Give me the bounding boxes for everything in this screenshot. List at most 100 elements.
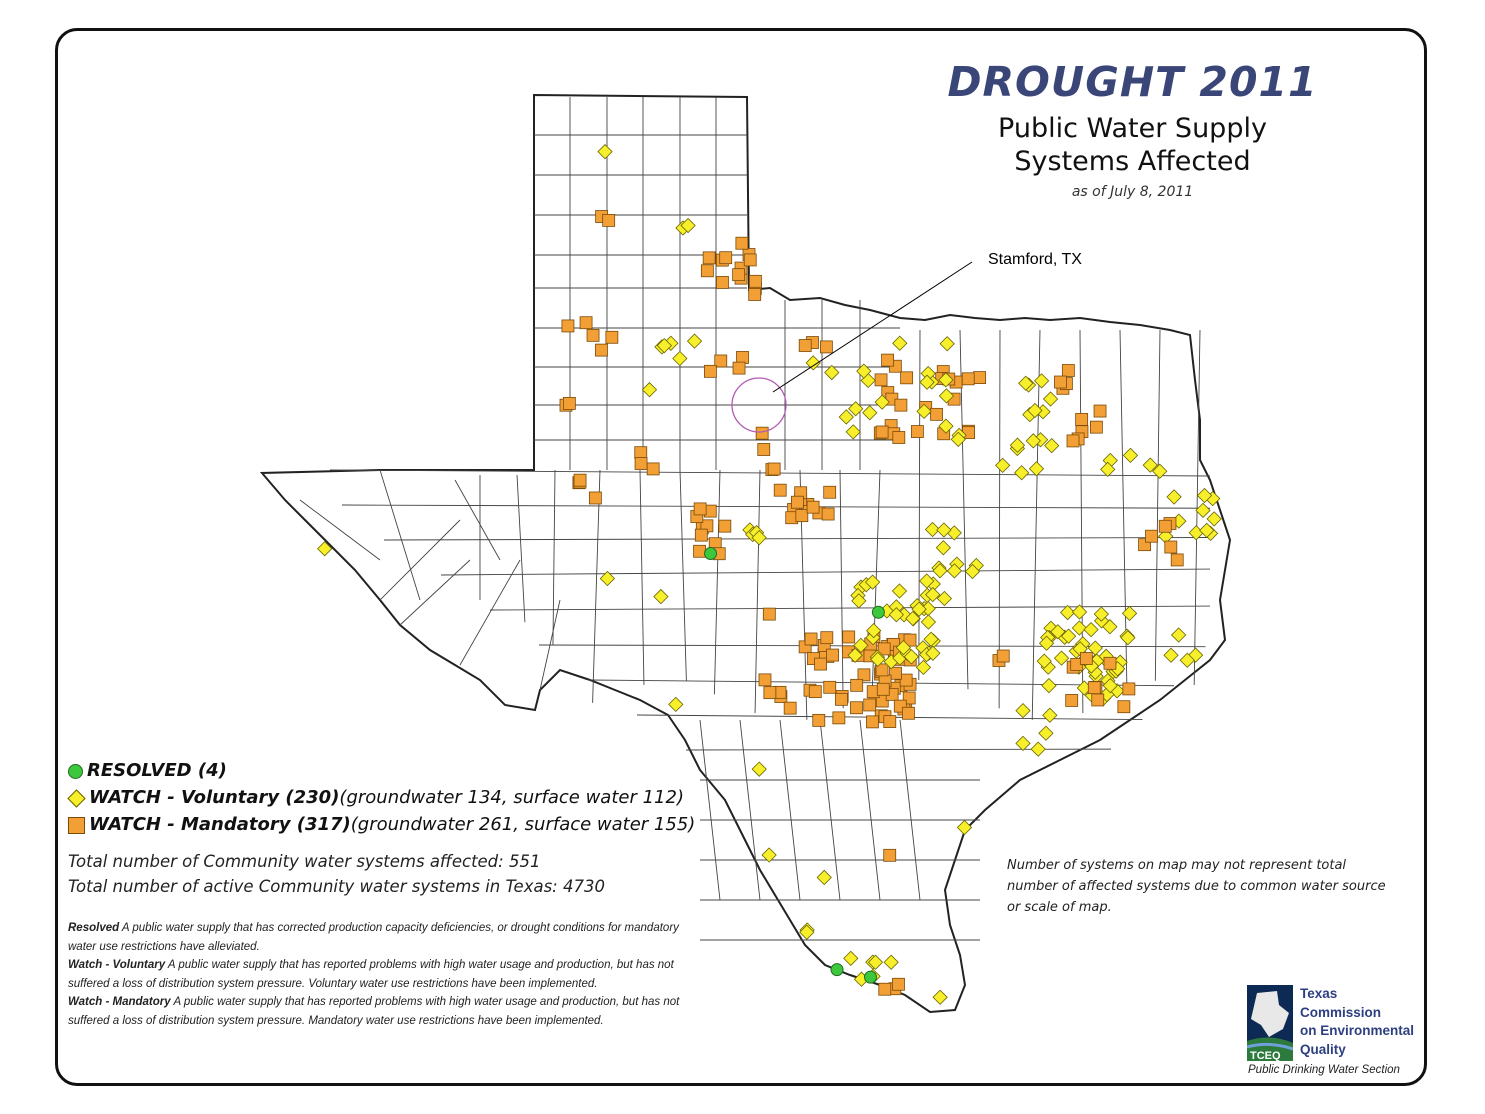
definition-mandatory: Watch - Mandatory A public water supply … bbox=[68, 996, 680, 1027]
voluntary-site-marker bbox=[805, 355, 821, 371]
county-boundary bbox=[779, 719, 801, 901]
mandatory-site-marker bbox=[703, 364, 717, 378]
voluntary-site-marker bbox=[1199, 522, 1215, 539]
mandatory-site-marker bbox=[883, 848, 897, 862]
voluntary-site-marker bbox=[932, 989, 948, 1005]
mandatory-site-marker bbox=[735, 236, 749, 250]
as-of-date: as of July 8, 2011 bbox=[1071, 184, 1194, 200]
voluntary-site-marker bbox=[895, 639, 912, 656]
mandatory-site-marker bbox=[1061, 364, 1075, 377]
mandatory-site-marker bbox=[903, 633, 917, 647]
mandatory-site-marker bbox=[1091, 693, 1105, 707]
mandatory-site-marker bbox=[562, 396, 576, 410]
voluntary-site-marker bbox=[799, 924, 815, 940]
voluntary-site-marker bbox=[903, 649, 920, 665]
mandatory-site-marker bbox=[716, 276, 729, 289]
legend-resolved: RESOLVED (4) bbox=[68, 760, 227, 781]
resolved-site-marker bbox=[871, 605, 885, 619]
voluntary-site-marker bbox=[668, 696, 684, 713]
mandatory-site-marker bbox=[573, 473, 587, 487]
mandatory-site-marker bbox=[602, 213, 616, 227]
voluntary-site-marker bbox=[1053, 650, 1070, 666]
mandatory-site-marker bbox=[605, 330, 619, 344]
legend-voluntary-note: (groundwater 134, surface water 112) bbox=[339, 787, 684, 808]
mandatory-site-marker bbox=[863, 698, 877, 712]
voluntary-site-marker bbox=[1028, 461, 1045, 477]
mandatory-site-marker bbox=[714, 354, 728, 368]
mandatory-site-marker bbox=[823, 485, 837, 499]
voluntary-site-marker bbox=[870, 651, 886, 667]
county-boundary bbox=[489, 605, 1211, 611]
voluntary-site-marker bbox=[923, 631, 939, 647]
mandatory-site-marker bbox=[883, 715, 897, 728]
mandatory-site-marker bbox=[878, 982, 892, 996]
county-boundary bbox=[459, 559, 521, 666]
mandatory-site-marker bbox=[842, 630, 856, 644]
mandatory-site-marker bbox=[821, 507, 835, 521]
stamford-callout-label: Stamford, TX bbox=[988, 251, 1082, 268]
mandatory-site-marker bbox=[875, 425, 889, 439]
mandatory-site-marker bbox=[732, 361, 746, 375]
county-boundary bbox=[1031, 329, 1041, 720]
voluntary-site-marker bbox=[916, 403, 932, 420]
voluntary-site-marker bbox=[883, 954, 899, 970]
mandatory-site-marker bbox=[767, 462, 781, 476]
mandatory-site-marker bbox=[850, 678, 864, 692]
voluntary-site-marker bbox=[1102, 677, 1118, 694]
voluntary-site-marker bbox=[1036, 653, 1052, 669]
voluntary-site-marker bbox=[1206, 511, 1222, 527]
county-boundary bbox=[592, 469, 601, 703]
mandatory-site-marker bbox=[693, 544, 706, 558]
map-subtitle: Public Water Supply Systems Affected bbox=[998, 113, 1267, 177]
voluntary-site-marker bbox=[1195, 502, 1211, 518]
mandatory-site-marker bbox=[823, 680, 837, 694]
mandatory-site-marker bbox=[894, 398, 908, 412]
mandatory-site-marker bbox=[832, 711, 846, 725]
definition-voluntary: Watch - Voluntary A public water supply … bbox=[68, 959, 674, 990]
resolved-site-marker bbox=[864, 970, 878, 984]
stamford-callout-line bbox=[772, 261, 973, 393]
texas-outline bbox=[259, 93, 1232, 1014]
voluntary-site-marker bbox=[938, 388, 955, 404]
voluntary-site-marker bbox=[915, 659, 932, 675]
mandatory-site-marker bbox=[719, 251, 733, 265]
mandatory-site-marker bbox=[1079, 652, 1093, 665]
mandatory-site-marker bbox=[902, 706, 915, 720]
legend-mandatory-note: (groundwater 261, surface water 155) bbox=[350, 814, 696, 835]
mandatory-site-marker bbox=[757, 443, 771, 456]
voluntary-site-marker bbox=[851, 593, 867, 609]
voluntary-site-marker bbox=[848, 401, 864, 417]
voluntary-site-marker bbox=[920, 614, 937, 630]
voluntary-site-marker bbox=[1060, 628, 1077, 644]
green-circle-icon bbox=[68, 763, 83, 779]
voluntary-site-marker bbox=[1071, 620, 1088, 636]
mandatory-site-marker bbox=[876, 682, 890, 696]
voluntary-site-marker bbox=[888, 607, 905, 623]
voluntary-site-marker bbox=[653, 588, 669, 605]
voluntary-site-marker bbox=[1152, 463, 1168, 479]
voluntary-site-marker bbox=[924, 521, 941, 538]
mandatory-site-marker bbox=[634, 446, 648, 460]
legend-resolved-label: RESOLVED (4) bbox=[87, 760, 227, 781]
voluntary-site-marker bbox=[1033, 373, 1050, 389]
mandatory-site-marker bbox=[1054, 375, 1067, 389]
voluntary-site-marker bbox=[866, 622, 882, 639]
voluntary-site-marker bbox=[1009, 437, 1026, 453]
voluntary-site-marker bbox=[1102, 619, 1118, 635]
county-boundary bbox=[998, 329, 1001, 709]
county-boundary bbox=[1193, 329, 1201, 685]
orange-square-icon bbox=[68, 816, 85, 834]
voluntary-site-marker bbox=[1044, 438, 1060, 454]
mandatory-site-marker bbox=[763, 686, 777, 700]
voluntary-site-marker bbox=[761, 847, 777, 863]
voluntary-site-marker bbox=[1042, 391, 1059, 407]
voluntary-site-marker bbox=[1120, 630, 1136, 646]
definitions: Resolved A public water supply that has … bbox=[68, 919, 708, 1030]
mandatory-site-marker bbox=[798, 339, 812, 352]
voluntary-site-marker bbox=[1038, 725, 1054, 741]
voluntary-site-marker bbox=[950, 431, 966, 448]
voluntary-site-marker bbox=[1100, 461, 1116, 477]
mandatory-site-marker bbox=[881, 353, 895, 367]
mandatory-site-marker bbox=[579, 316, 593, 330]
mandatory-site-marker bbox=[900, 371, 914, 385]
